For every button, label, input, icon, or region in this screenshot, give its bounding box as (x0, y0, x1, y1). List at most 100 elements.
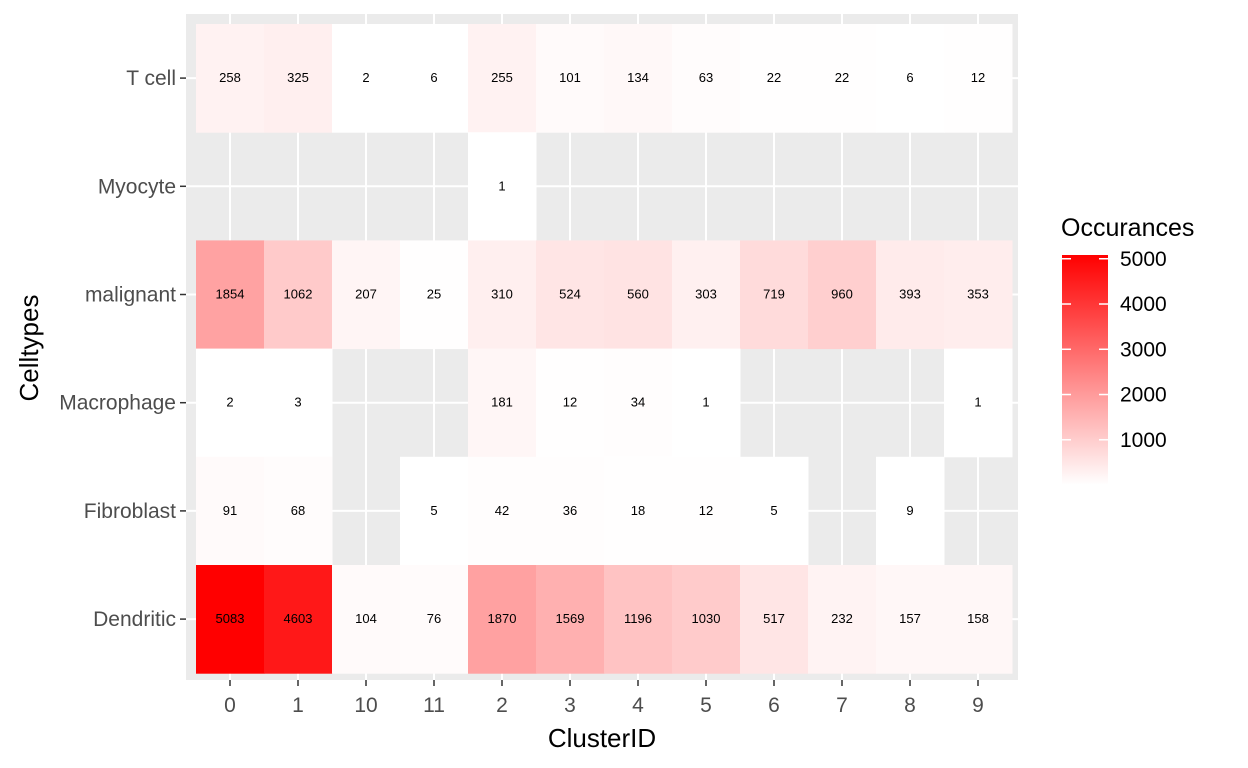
cell-value-label: 960 (831, 287, 853, 302)
x-tick-label: 11 (423, 694, 445, 717)
x-tick-label: 4 (632, 694, 644, 717)
heatmap-cell (944, 24, 1013, 133)
cell-value-label: 134 (627, 70, 649, 85)
x-tick-label: 3 (564, 694, 576, 717)
legend: Occurances 1000 2000 3000 4000 5000 (1061, 214, 1194, 485)
y-tick-label: malignant (85, 284, 176, 307)
heatmap-cell (604, 348, 673, 458)
heatmap-cell (332, 240, 401, 350)
heatmap-cell (400, 240, 469, 350)
heatmap-cell (944, 348, 1013, 458)
cell-value-label: 393 (899, 287, 921, 302)
heatmap-cell (672, 240, 741, 350)
heatmap-cell (196, 348, 265, 458)
heatmap-cell (264, 456, 333, 566)
heatmap-cell (264, 240, 333, 350)
heatmap-cell (740, 456, 809, 566)
cell-value-label: 1062 (284, 287, 313, 302)
cell-value-label: 524 (559, 287, 581, 302)
y-axis: T cell Myocyte malignant Macrophage Fibrobla… (59, 67, 186, 631)
heatmap-cell (468, 240, 537, 350)
legend-tick-label: 3000 (1120, 338, 1167, 361)
heatmap-cell (264, 24, 333, 133)
cell-value-label: 1870 (488, 611, 517, 626)
cell-value-label: 258 (219, 70, 241, 85)
cell-value-label: 158 (967, 611, 989, 626)
heatmap-cell (468, 132, 537, 241)
heatmap-cell (604, 456, 673, 566)
heatmap-cell (672, 456, 741, 566)
heatmap-cell (536, 24, 605, 133)
heatmap-cell (400, 565, 469, 674)
cell-value-label: 68 (291, 503, 305, 518)
cell-value-label: 5 (430, 503, 437, 518)
legend-tick-label: 4000 (1120, 293, 1167, 316)
heatmap-cell (672, 565, 741, 674)
heatmap-cell (672, 24, 741, 133)
cell-value-label: 157 (899, 611, 921, 626)
heatmap-cell (468, 24, 537, 133)
legend-title: Occurances (1061, 214, 1194, 242)
cell-value-label: 12 (699, 503, 713, 518)
heatmap-cell (196, 456, 265, 566)
heatmap-cell (876, 24, 945, 133)
legend-tick-label: 2000 (1120, 384, 1167, 407)
cell-value-label: 310 (491, 287, 513, 302)
cell-value-label: 1196 (624, 611, 652, 626)
cell-value-label: 101 (559, 70, 581, 85)
cell-value-label: 1854 (216, 287, 245, 302)
x-axis-title: ClusterID (548, 723, 656, 753)
cell-value-label: 18 (631, 503, 645, 518)
cell-value-label: 1569 (556, 611, 585, 626)
heatmap-cell (944, 240, 1013, 350)
cell-value-label: 4603 (284, 611, 313, 626)
cell-value-label: 1 (498, 178, 505, 193)
cell-value-label: 25 (427, 287, 441, 302)
cell-value-label: 353 (967, 287, 989, 302)
heatmap-cell (740, 240, 809, 350)
cell-value-label: 22 (767, 70, 781, 85)
cell-value-label: 303 (695, 287, 717, 302)
cell-value-label: 6 (430, 70, 437, 85)
x-tick-label: 7 (836, 694, 848, 717)
cell-value-label: 6 (906, 70, 913, 85)
cell-value-label: 2 (226, 395, 233, 410)
heatmap-cell (808, 240, 877, 350)
heatmap-cell (400, 24, 469, 133)
legend-tick-label: 1000 (1120, 429, 1167, 452)
x-axis: 0 1 10 11 2 3 4 5 6 7 8 9 (224, 680, 984, 717)
cell-value-label: 2 (362, 70, 369, 85)
cell-value-label: 719 (763, 287, 785, 302)
heatmap-cell (604, 565, 673, 674)
x-tick-label: 6 (768, 694, 780, 717)
heatmap-cell (400, 456, 469, 566)
cell-value-label: 3 (294, 395, 301, 410)
cell-value-label: 1030 (692, 611, 721, 626)
x-tick-label: 8 (904, 694, 916, 717)
cell-value-label: 207 (355, 287, 377, 302)
x-tick-label: 5 (700, 694, 712, 717)
heatmap-cell (264, 565, 333, 674)
cell-value-label: 9 (906, 503, 913, 518)
heatmap-cell (808, 565, 877, 674)
heatmap-cell (604, 24, 673, 133)
heatmap-cell (468, 456, 537, 566)
cell-value-label: 5 (770, 503, 777, 518)
y-tick-label: Macrophage (59, 392, 176, 415)
heatmap-cell (468, 565, 537, 674)
heatmap-cell (944, 565, 1013, 674)
heatmap-cell (264, 348, 333, 458)
heatmap-cell (672, 348, 741, 458)
heatmap-cell (196, 565, 265, 674)
y-tick-label: Myocyte (98, 175, 176, 198)
legend-colorbar (1062, 255, 1108, 485)
heatmap-cell (332, 24, 401, 133)
x-tick-label: 2 (496, 694, 508, 717)
cell-value-label: 517 (763, 611, 785, 626)
y-axis-title: Celltypes (14, 295, 44, 402)
heatmap-cell (468, 348, 537, 458)
cell-value-label: 42 (495, 503, 509, 518)
heatmap-cell (536, 565, 605, 674)
